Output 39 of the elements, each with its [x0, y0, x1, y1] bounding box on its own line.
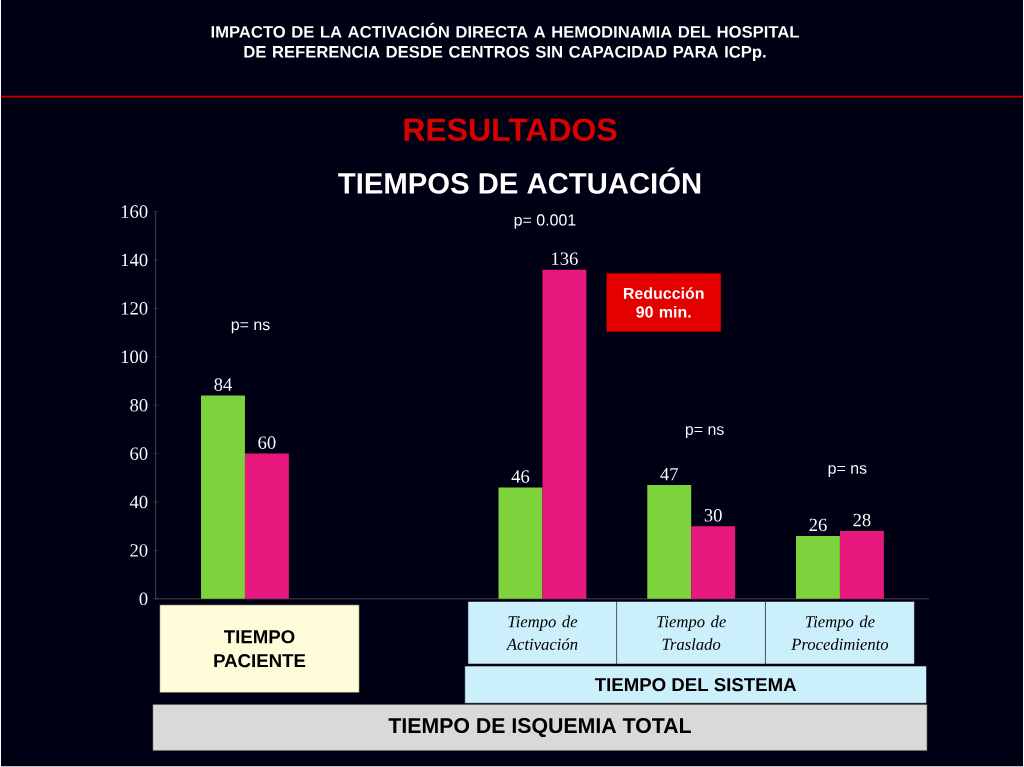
bar: [647, 485, 692, 600]
bar: [244, 453, 289, 600]
bar: [691, 526, 736, 600]
data-label: 84: [214, 378, 233, 392]
bar: [839, 531, 884, 600]
text: TIEMPO DEL SISTEMA: [594, 678, 797, 692]
text: TIEMPO DE ISQUEMIA TOTAL: [388, 718, 691, 738]
bar: [498, 487, 543, 600]
data-label: 28: [853, 514, 871, 527]
bar: [542, 269, 587, 600]
data-label: 46: [511, 470, 530, 484]
y-tick-label: 120: [121, 302, 148, 315]
x-tick-label: Tiempo de Traslado: [657, 615, 726, 651]
data-label: 136: [552, 252, 578, 266]
chart-title: IMPACTO DE LA ACTIVACIÓN DIRECTA A HEMODINAMIA DEL HOSPITAL DE REFERENCIA DESDE CENTROS SIN CAPACIDAD PARA ICPp.: [211, 23, 799, 62]
y-tick-label: 160: [121, 205, 148, 219]
y-tick-label: 20: [130, 544, 148, 557]
data-label: 26: [809, 518, 827, 532]
y-tick-label: 60: [130, 447, 148, 461]
y-tick-label: 140: [121, 253, 148, 267]
annotation: p= 0.001: [514, 214, 576, 230]
data-label: 47: [660, 468, 679, 481]
y-tick-label: 0: [139, 592, 148, 606]
x-tick-label: Tiempo de Procedimiento: [791, 615, 889, 651]
chart-subtitle: RESULTADOS: [404, 118, 617, 142]
y-tick-label: 40: [129, 495, 148, 509]
annotation: p= ns: [828, 465, 867, 478]
annotation: Reducción 90 min.: [623, 287, 704, 318]
y-tick-label: 100: [121, 350, 148, 364]
text: TIEMPOS DE ACTUACIÓN: [338, 167, 701, 195]
data-label: 30: [704, 509, 722, 522]
data-label: 60: [258, 436, 276, 450]
annotation: p= ns: [231, 321, 270, 334]
bar: [201, 395, 245, 600]
annotation: p= ns: [685, 426, 724, 439]
bar: [796, 536, 840, 600]
y-tick-label: 80: [130, 399, 148, 412]
x-tick-label: TIEMPO PACIENTE: [214, 630, 306, 668]
x-tick-label: Tiempo de Activación: [505, 615, 578, 651]
